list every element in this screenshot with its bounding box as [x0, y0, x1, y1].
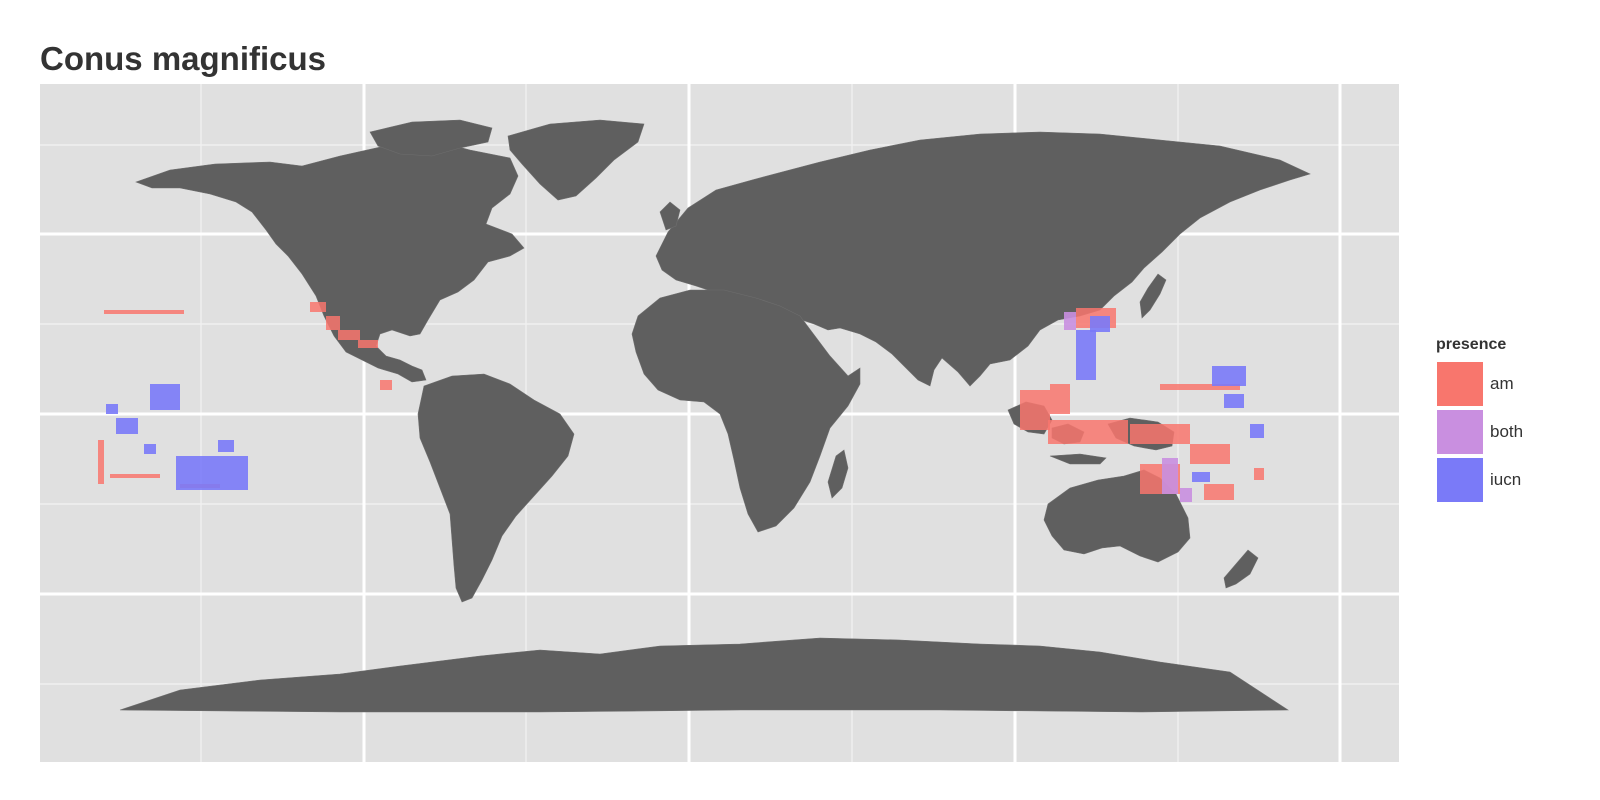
landmass-new-zealand — [1223, 549, 1259, 589]
legend-title: presence — [1436, 336, 1507, 353]
landmass-antarctica — [119, 637, 1289, 713]
landmass-greenland — [507, 119, 645, 201]
map-title: Conus magnificus — [40, 40, 327, 77]
landmass-africa — [631, 289, 861, 533]
legend-label-both: both — [1490, 422, 1524, 441]
map-panel — [40, 84, 1399, 762]
legend-label-am: am — [1490, 374, 1514, 393]
landmass-madagascar — [827, 449, 849, 499]
landmass-arctic-islands — [369, 119, 493, 157]
legend-label-iucn: iucn — [1490, 470, 1522, 489]
presence-both-cells — [1064, 312, 1192, 502]
legend-swatch-iucn — [1436, 457, 1484, 503]
presence-iucn-cells — [106, 316, 1264, 490]
legend-item-iucn: iucn — [1436, 456, 1586, 504]
legend-item-both: both — [1436, 408, 1586, 456]
landmass-south-america — [417, 373, 575, 603]
land-masses — [119, 119, 1311, 713]
world-map — [40, 84, 1399, 762]
landmass-british-isles — [659, 201, 681, 231]
legend-swatch-both — [1436, 409, 1484, 455]
landmass-north-america — [135, 141, 525, 383]
legend: presence am both iucn — [1436, 336, 1586, 504]
landmass-japan — [1139, 273, 1167, 319]
legend-item-am: am — [1436, 360, 1586, 408]
legend-swatch-am — [1436, 361, 1484, 407]
